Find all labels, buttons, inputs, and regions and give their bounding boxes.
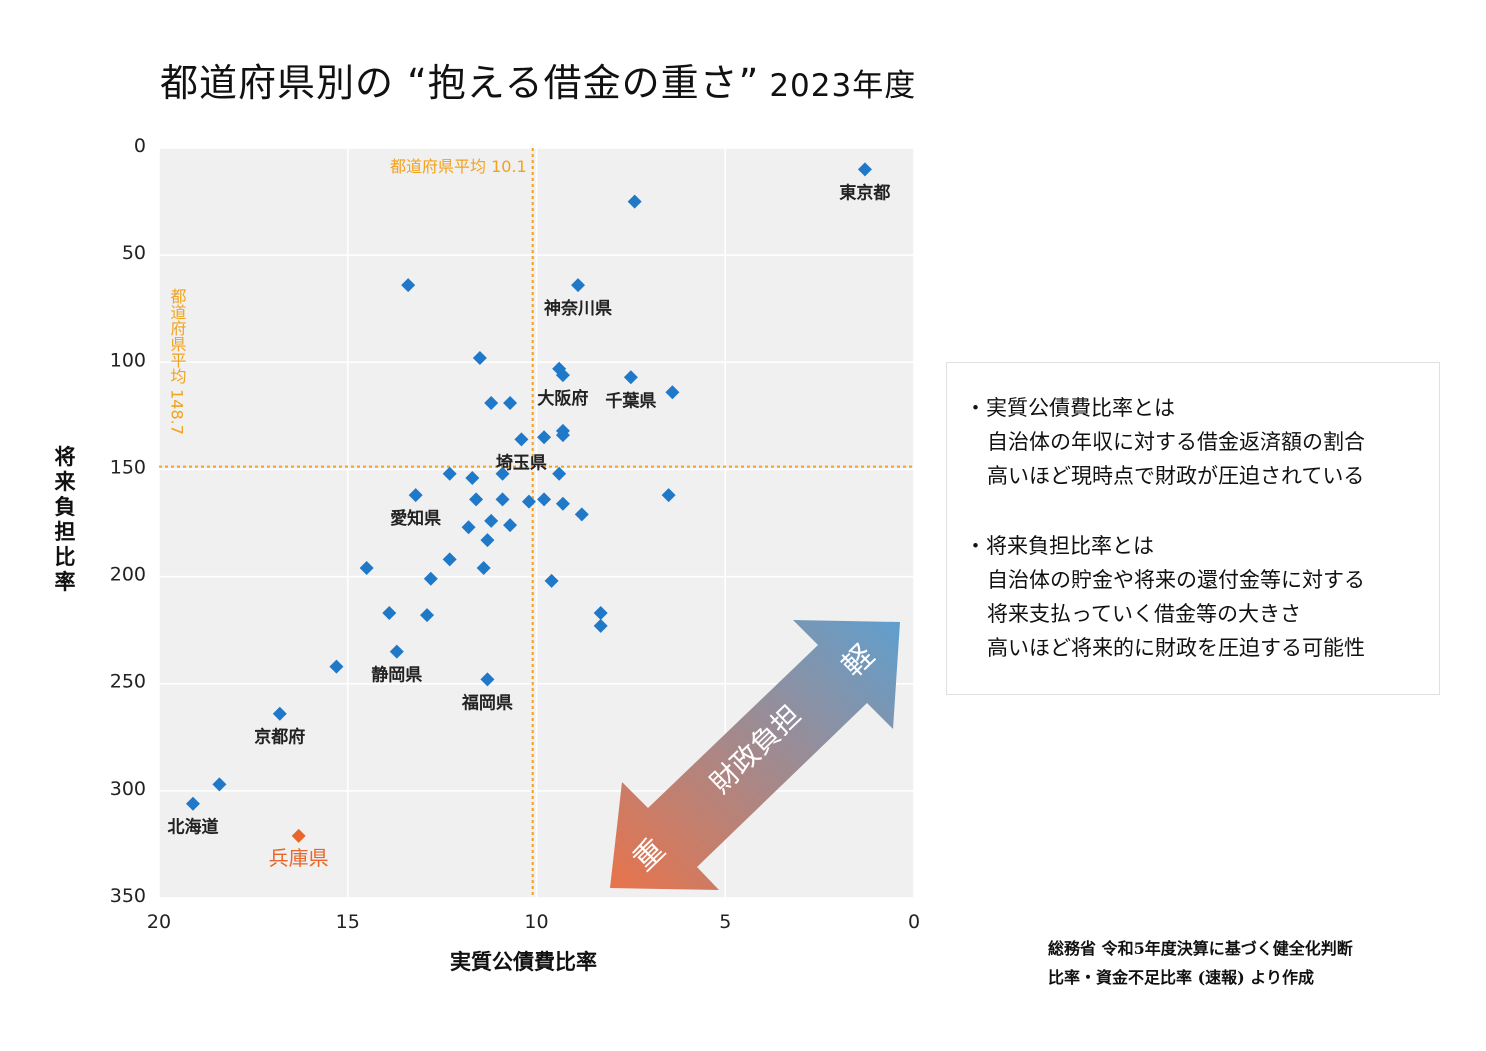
data-point-label: 埼玉県 (496, 452, 547, 473)
average-lines: 都道府県平均 10.1 都道府県平均 148.7 (159, 148, 914, 898)
x-tick-label: 20 (147, 911, 171, 933)
data-point (423, 571, 438, 586)
note-line: 高いほど現時点で財政が圧迫されている (987, 464, 1365, 488)
x-tick-label: 5 (719, 911, 731, 933)
data-point (185, 796, 200, 811)
y-tick-label: 100 (110, 349, 146, 371)
title-main: 都道府県別の “抱える借金の重さ” (160, 61, 760, 105)
source-line: 比率・資金不足比率 (速報) より作成 (1048, 968, 1314, 987)
data-point (472, 351, 487, 365)
data-point (593, 618, 608, 633)
data-point (544, 573, 559, 588)
source-credit: 総務省 令和5年度決算に基づく健全化判断 比率・資金不足比率 (速報) より作成 (1048, 934, 1353, 992)
note-line: 自治体の年収に対する借金返済額の割合 (987, 430, 1365, 454)
y-tick-label: 200 (110, 564, 146, 586)
data-point (461, 520, 476, 535)
source-line: 総務省 令和5年度決算に基づく健全化判断 (1048, 939, 1353, 958)
data-point (495, 466, 510, 481)
data-point (442, 466, 457, 481)
data-point-label: 神奈川県 (544, 298, 612, 319)
data-point (627, 194, 642, 209)
note-heading: ・将来負担比率とは (965, 534, 1154, 558)
data-point-label: 福岡県 (461, 692, 513, 713)
data-point (661, 488, 676, 503)
notes-box: ・実質公債費比率とは 自治体の年収に対する借金返済額の割合 高いほど現時点で財政… (946, 362, 1440, 695)
note-heading: ・実質公債費比率とは (965, 396, 1175, 420)
data-point (555, 496, 570, 511)
data-point (480, 533, 495, 548)
data-point (382, 606, 397, 620)
data-point (593, 606, 608, 620)
data-point (514, 432, 529, 447)
chart-title: 都道府県別の “抱える借金の重さ” 2023年度 (160, 52, 916, 107)
x-axis-label: 実質公債費比率 (450, 950, 597, 974)
note-line: 自治体の貯金や将来の還付金等に対する (987, 568, 1365, 592)
y-tick-label: 50 (122, 242, 146, 264)
data-point (537, 492, 552, 507)
x-average-label: 都道府県平均 10.1 (390, 157, 527, 176)
burden-arrow-shape (610, 620, 900, 890)
data-point (555, 368, 570, 383)
x-tick-label: 15 (336, 911, 360, 933)
data-point (291, 828, 306, 843)
data-point (623, 370, 638, 385)
y-axis-label: 将来負担比率 (54, 445, 76, 594)
data-point (359, 561, 374, 575)
data-point (480, 672, 495, 687)
data-point-label: 京都府 (254, 727, 305, 748)
data-point (401, 278, 416, 293)
data-point (495, 492, 510, 507)
data-point (552, 466, 567, 481)
data-point-label: 北海道 (167, 817, 218, 838)
data-point-label: 大阪府 (537, 388, 588, 409)
data-point (665, 385, 680, 400)
data-point (476, 561, 491, 575)
y-tick-label: 300 (110, 778, 146, 800)
title-year: 2023年度 (769, 68, 917, 104)
data-point (329, 659, 344, 674)
x-tick-label: 0 (908, 911, 920, 933)
data-point (537, 430, 552, 445)
data-point (555, 428, 570, 443)
data-point-label: 兵庫県 (269, 846, 329, 870)
y-tick-label: 0 (134, 135, 146, 157)
data-point (389, 644, 404, 659)
note-line: 将来支払っていく借金等の大きさ (987, 602, 1301, 626)
data-point (469, 492, 484, 507)
data-point (484, 396, 499, 410)
note-future-burden-definition: ・将来負担比率とは 自治体の貯金や将来の還付金等に対する 将来支払っていく借金等… (965, 529, 1429, 665)
data-point (465, 471, 480, 485)
note-ratio-definition: ・実質公債費比率とは 自治体の年収に対する借金返済額の割合 高いほど現時点で財政… (965, 391, 1429, 493)
y-tick-label: 250 (110, 671, 146, 693)
y-average-label: 都道府県平均 148.7 (168, 288, 187, 435)
data-point-label: 静岡県 (371, 665, 422, 686)
data-point-label: 千葉県 (605, 390, 656, 411)
data-point (484, 513, 499, 528)
note-line: 高いほど将来的に財政を圧迫する可能性 (987, 636, 1365, 660)
data-point (503, 518, 518, 533)
data-point (521, 494, 536, 509)
data-point (503, 396, 518, 410)
data-point (571, 278, 586, 293)
data-point (574, 507, 589, 522)
data-point (420, 608, 435, 623)
data-point (408, 488, 423, 503)
data-point-label: 東京都 (839, 182, 890, 203)
data-point (857, 162, 872, 177)
y-tick-label: 150 (110, 456, 146, 478)
data-point-label: 愛知県 (390, 508, 441, 529)
y-tick-label: 350 (110, 885, 146, 907)
data-point (212, 777, 227, 792)
x-tick-label: 10 (524, 911, 548, 933)
data-point (442, 552, 457, 567)
data-point (272, 706, 287, 721)
